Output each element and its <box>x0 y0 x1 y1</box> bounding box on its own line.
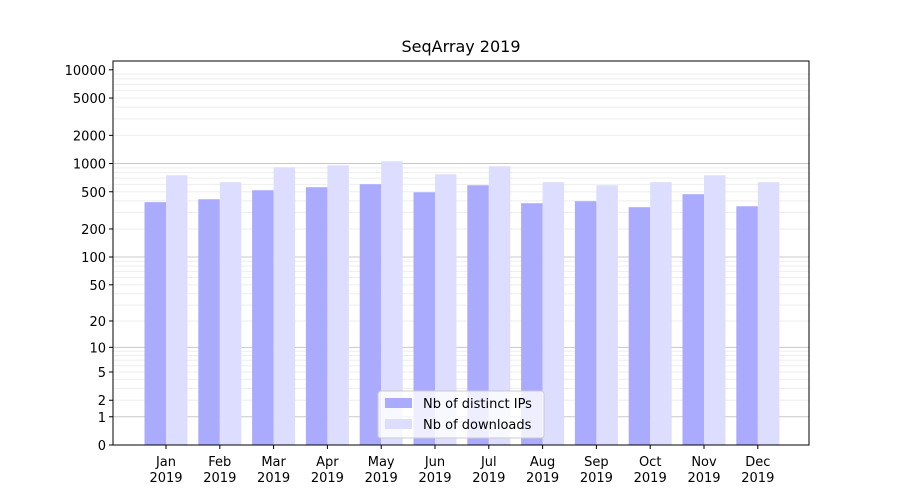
bar-distinct-ips <box>467 185 489 445</box>
chart-title: SeqArray 2019 <box>401 37 520 56</box>
bar-distinct-ips <box>252 190 274 445</box>
x-tick-label: Jan 2019 <box>149 455 182 486</box>
legend-box <box>377 390 545 439</box>
bar-distinct-ips <box>574 201 597 445</box>
legend-label: Nb of downloads <box>423 418 532 433</box>
y-tick-label: 10 <box>89 341 106 356</box>
bar-distinct-ips <box>628 207 651 445</box>
x-tick-label: Jul 2019 <box>472 455 505 486</box>
x-tick-label: Mar 2019 <box>257 455 290 486</box>
bar-distinct-ips <box>305 187 328 445</box>
y-tick-label: 5 <box>98 366 106 381</box>
bar-distinct-ips <box>144 202 166 445</box>
bar-downloads <box>381 161 403 445</box>
bar-downloads <box>219 182 242 445</box>
y-tick-label: 2000 <box>73 129 106 144</box>
bar-downloads <box>273 167 296 445</box>
bar-downloads <box>650 182 672 445</box>
y-tick-label: 500 <box>81 186 106 201</box>
bar-downloads <box>488 166 511 445</box>
y-tick-label: 1 <box>98 411 106 426</box>
bar-downloads <box>704 175 726 446</box>
bar-distinct-ips <box>359 184 382 445</box>
plot-frame <box>112 60 810 446</box>
y-tick-label: 0 <box>98 439 106 454</box>
bar-downloads <box>596 185 618 445</box>
x-tick-label: May 2019 <box>365 455 398 486</box>
y-tick-label: 10000 <box>65 64 106 79</box>
y-tick-label: 100 <box>81 251 106 266</box>
legend-swatch <box>385 419 412 429</box>
bar-distinct-ips <box>521 203 543 445</box>
x-tick-label: Oct 2019 <box>634 455 667 486</box>
bar-distinct-ips <box>198 199 220 445</box>
bar-distinct-ips <box>736 206 758 445</box>
y-tick-label: 1000 <box>73 158 106 173</box>
legend-label: Nb of distinct IPs <box>423 397 532 412</box>
legend: Nb of distinct IPs Nb of downloads <box>377 390 545 439</box>
x-tick-label: Nov 2019 <box>687 455 720 486</box>
bar-downloads <box>757 182 780 445</box>
y-tick-label: 5000 <box>73 92 106 107</box>
bar-downloads <box>542 182 565 445</box>
y-tick-label: 2 <box>98 394 106 409</box>
x-tick-label: Jun 2019 <box>418 455 451 486</box>
x-axis: Jan 2019 Feb 2019 Mar 2019 Apr 2019 May 2019 Jun 20… <box>149 445 774 486</box>
legend-swatch <box>385 398 412 408</box>
bar-distinct-ips <box>682 194 704 445</box>
x-tick-label: Aug 2019 <box>526 455 559 486</box>
x-tick-label: Sep 2019 <box>580 455 613 486</box>
bar-downloads <box>435 174 457 445</box>
bar-distinct-ips <box>413 192 435 445</box>
bar-downloads <box>327 165 349 446</box>
x-tick-label: Dec 2019 <box>741 455 774 486</box>
y-tick-label: 200 <box>81 223 106 238</box>
y-tick-label: 50 <box>89 279 106 294</box>
bar-downloads <box>166 175 188 446</box>
x-tick-label: Apr 2019 <box>311 455 344 486</box>
x-tick-label: Feb 2019 <box>203 455 236 486</box>
y-tick-label: 20 <box>89 315 106 330</box>
bars <box>144 161 780 446</box>
y-axis: 0 1 2 5 10 20 50 100 200 500 1000 2000 5000 10000 <box>65 64 113 454</box>
